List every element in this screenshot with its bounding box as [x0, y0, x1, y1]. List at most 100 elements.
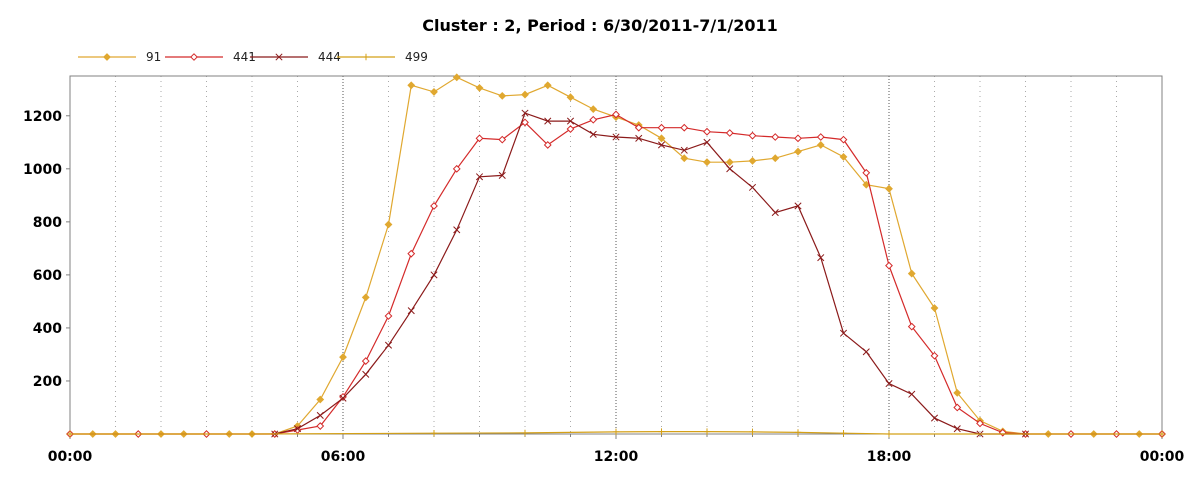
data-point — [680, 123, 689, 132]
data-point — [953, 403, 962, 412]
legend-label: 499 — [405, 50, 428, 64]
data-point — [190, 53, 198, 61]
data-point — [1158, 430, 1166, 438]
data-point — [748, 183, 757, 191]
data-point — [498, 171, 506, 179]
data-point — [908, 390, 916, 398]
data-point — [339, 353, 347, 362]
data-point — [430, 271, 438, 279]
data-point — [453, 226, 461, 234]
x-tick-label: 00:00 — [48, 449, 93, 465]
legend-label: 91 — [146, 50, 161, 64]
data-point — [430, 430, 438, 437]
data-point — [452, 164, 461, 173]
data-point — [749, 428, 756, 436]
data-point — [475, 134, 484, 143]
data-point — [475, 84, 484, 92]
data-point — [658, 428, 665, 435]
data-point — [748, 156, 757, 165]
data-point — [703, 138, 711, 146]
data-point — [816, 141, 825, 149]
data-point — [544, 117, 552, 125]
x-tick-label: 18:00 — [867, 449, 912, 465]
data-point — [703, 158, 711, 167]
data-point — [794, 202, 802, 210]
data-point — [566, 125, 575, 133]
y-tick-label: 400 — [33, 321, 62, 337]
data-point — [794, 429, 802, 436]
data-point — [885, 430, 893, 438]
data-point — [862, 348, 870, 356]
data-point — [748, 131, 757, 140]
chart-title: Cluster : 2, Period : 6/30/2011-7/1/2011 — [422, 16, 778, 35]
data-point — [361, 357, 370, 365]
data-point — [725, 129, 734, 137]
data-point — [839, 135, 848, 144]
data-point — [771, 133, 780, 141]
y-tick-label: 800 — [33, 215, 62, 231]
data-point — [907, 269, 916, 278]
data-point — [657, 141, 666, 149]
data-point — [612, 428, 620, 436]
data-point — [862, 168, 871, 177]
data-point — [407, 81, 416, 90]
data-point — [407, 249, 416, 258]
data-point — [293, 425, 302, 433]
y-axis: 200 400 600 800 1000 1200 — [23, 109, 70, 390]
x-tick-label: 00:00 — [1140, 449, 1185, 465]
data-point — [589, 115, 598, 124]
data-point — [703, 127, 711, 136]
data-point — [589, 130, 597, 138]
data-point — [885, 184, 893, 193]
data-point — [566, 93, 575, 102]
data-point — [384, 312, 393, 320]
legend-label: 441 — [233, 50, 256, 64]
x-tick-label: 06:00 — [321, 449, 366, 465]
data-point — [430, 88, 438, 96]
legend-label: 444 — [318, 50, 341, 64]
legend-item: 499 — [337, 50, 428, 64]
data-point — [384, 341, 393, 349]
data-point — [103, 53, 111, 61]
data-point — [839, 152, 848, 161]
data-point — [725, 158, 734, 167]
data-point — [316, 411, 324, 419]
y-tick-label: 1200 — [23, 109, 62, 125]
data-point — [316, 395, 325, 404]
x-axis: 00:00 06:00 12:00 18:00 00:00 — [48, 434, 1185, 465]
data-point — [589, 105, 598, 114]
data-point — [976, 419, 984, 428]
data-point — [680, 154, 689, 163]
data-point — [840, 430, 847, 437]
data-point — [816, 133, 825, 141]
data-point — [430, 202, 438, 210]
data-point — [930, 304, 939, 312]
data-point — [339, 394, 347, 402]
data-point — [275, 53, 283, 61]
data-point — [839, 329, 848, 337]
data-point — [475, 173, 484, 181]
data-point — [612, 110, 620, 119]
data-point — [794, 147, 802, 156]
x-tick-label: 12:00 — [594, 449, 639, 465]
data-point — [634, 123, 643, 132]
data-point — [635, 134, 643, 142]
y-tick-label: 1000 — [23, 162, 62, 178]
series-line — [70, 431, 1162, 435]
data-point — [817, 254, 825, 262]
data-point — [930, 351, 939, 360]
data-point — [907, 322, 916, 331]
data-point — [953, 425, 961, 433]
data-point — [885, 261, 893, 270]
legend: 91 441 444 499 — [78, 50, 428, 64]
data-point — [384, 220, 393, 229]
data-point — [680, 146, 688, 154]
data-point — [521, 118, 529, 127]
data-point — [726, 165, 734, 173]
data-point — [657, 123, 666, 132]
data-point — [953, 388, 962, 397]
series-layer — [66, 73, 1166, 438]
data-point — [703, 428, 711, 435]
data-point — [521, 109, 529, 117]
